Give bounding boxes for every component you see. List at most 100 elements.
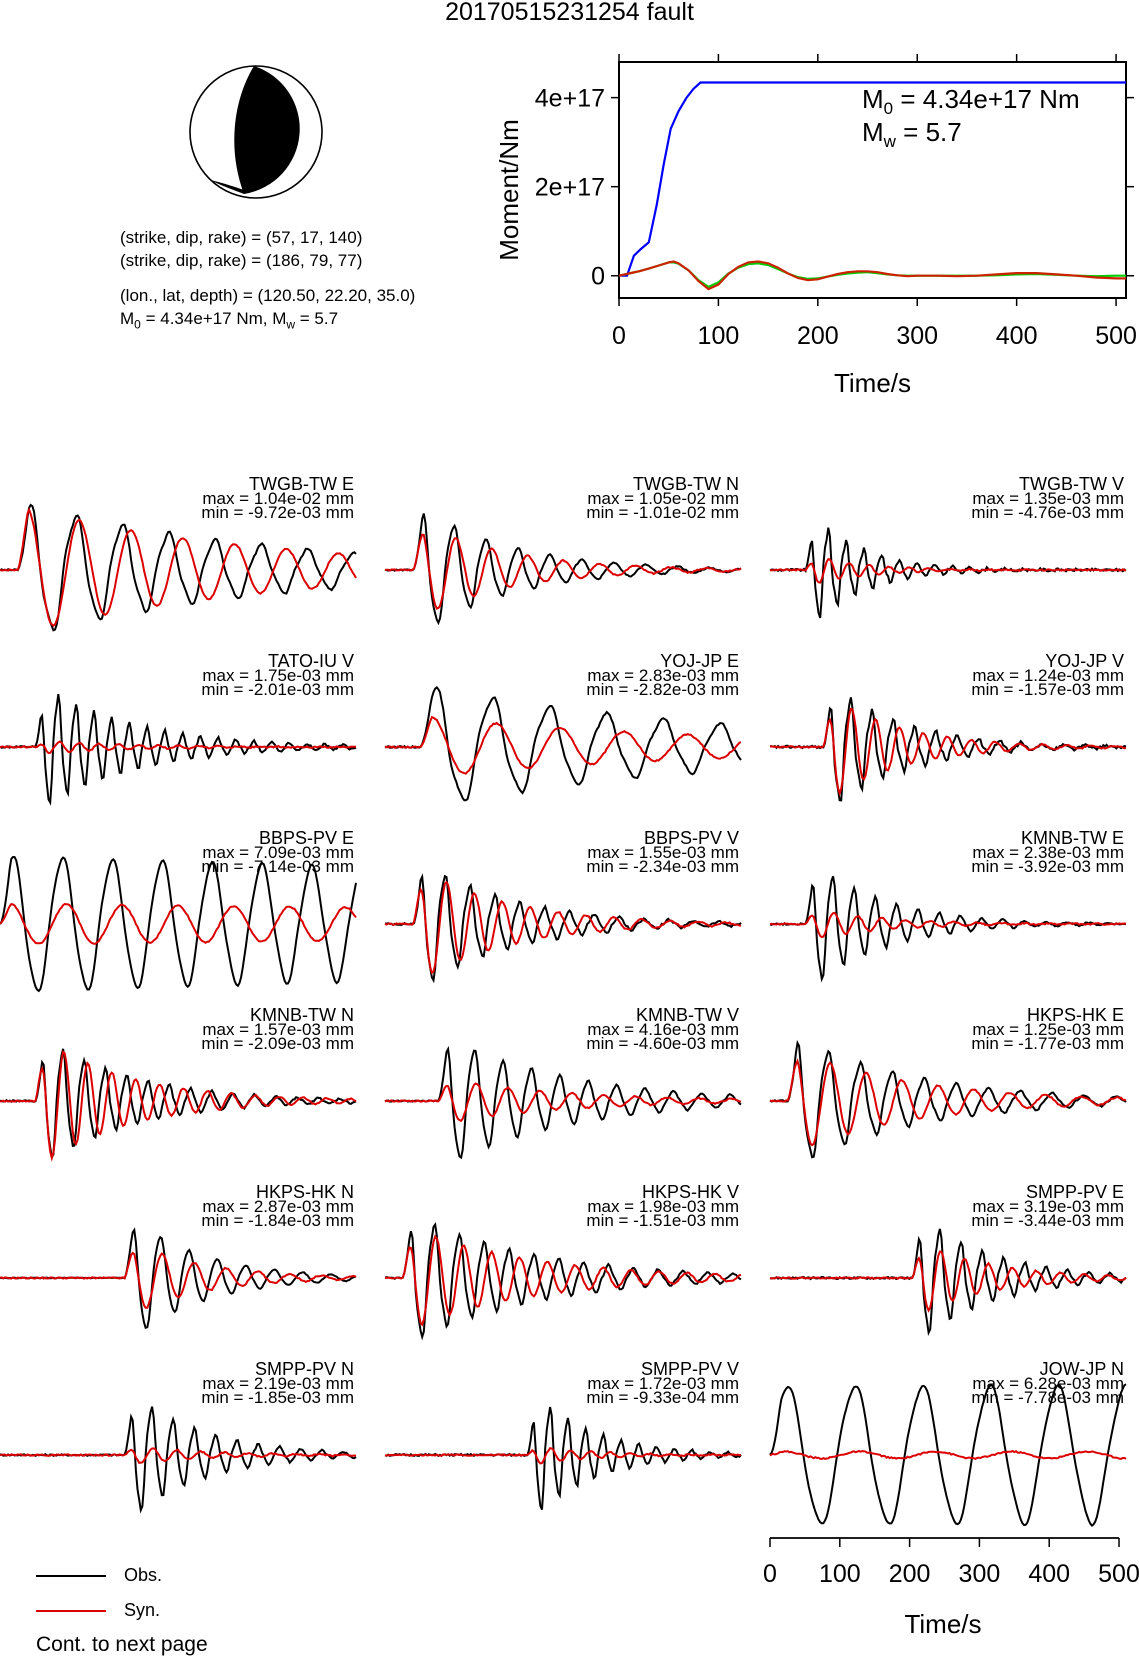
beachball-lower-arc <box>210 180 244 194</box>
mechanism-location: (lon., lat, depth) = (120.50, 22.20, 35.… <box>120 286 416 305</box>
trace-obs-line <box>0 855 357 993</box>
moment-x-tick-label: 0 <box>612 322 626 350</box>
trace-station-label: YOJ-JP E <box>660 651 739 671</box>
moment-series-0 <box>619 81 1126 277</box>
moment-plot-frame <box>618 61 1127 299</box>
trace-syn-line <box>385 1446 742 1465</box>
moment-x-tick-label: 200 <box>797 322 839 350</box>
trace-max-label: max = 1.35e-03 mm <box>972 489 1124 508</box>
trace-max-label: max = 1.55e-03 mm <box>587 843 739 862</box>
trace-syn-line <box>384 1082 742 1123</box>
wave-x-tick-label: 300 <box>959 1560 1001 1588</box>
trace-max-label: max = 1.57e-03 mm <box>202 1020 354 1039</box>
trace-syn-line <box>0 1447 357 1465</box>
trace-obs-line <box>384 685 742 802</box>
trace-station-label: KMNB-TW E <box>1021 828 1124 848</box>
wave-x-tick-label: 200 <box>889 1560 931 1588</box>
beachball-diagram <box>189 65 323 199</box>
trace-min-label: min = -4.76e-03 mm <box>971 503 1124 522</box>
trace-station-label: JOW-JP N <box>1040 1359 1124 1379</box>
trace-max-label: max = 1.98e-03 mm <box>587 1197 739 1216</box>
trace-station-label: BBPS-PV E <box>259 828 354 848</box>
trace-syn-line <box>769 1250 1127 1313</box>
trace-min-label: min = -7.78e-03 mm <box>971 1388 1124 1407</box>
trace-syn-line <box>0 1049 357 1162</box>
trace-station-label: BBPS-PV V <box>644 828 739 848</box>
trace-syn-line <box>0 740 357 755</box>
continuation-note: Cont. to next page <box>36 1633 208 1656</box>
trace-max-label: max = 1.24e-03 mm <box>972 666 1124 685</box>
wave-x-tick-label: 0 <box>763 1560 777 1588</box>
wave-x-tick-label: 400 <box>1028 1560 1070 1588</box>
trace-obs-line <box>0 1406 357 1514</box>
trace-station-label: TWGB-TW V <box>1019 474 1124 494</box>
moment-x-tick-label: 500 <box>1095 322 1137 350</box>
trace-station-label: TWGB-TW E <box>249 474 354 494</box>
trace-min-label: min = -9.33e-04 mm <box>586 1388 739 1407</box>
trace-min-label: min = -1.85e-03 mm <box>201 1388 354 1407</box>
trace-syn-line <box>769 911 1127 939</box>
trace-min-label: min = -1.84e-03 mm <box>201 1211 354 1230</box>
trace-obs-line <box>384 873 742 984</box>
trace-min-label: min = -3.44e-03 mm <box>971 1211 1124 1230</box>
trace-max-label: max = 1.04e-02 mm <box>202 489 354 508</box>
trace-station-label: YOJ-JP V <box>1045 651 1124 671</box>
legend-obs-label: Obs. <box>124 1565 163 1585</box>
moment-x-tick-label: 300 <box>896 322 938 350</box>
trace-max-label: max = 2.38e-03 mm <box>972 843 1124 862</box>
trace-obs-line <box>384 513 742 626</box>
trace-min-label: min = -1.51e-03 mm <box>586 1211 739 1230</box>
trace-min-label: min = -1.01e-02 mm <box>586 503 739 522</box>
trace-min-label: min = -2.01e-03 mm <box>201 680 354 699</box>
trace-syn-line <box>770 557 1126 584</box>
legend-syn-label: Syn. <box>124 1600 161 1620</box>
trace-max-label: max = 6.28e-03 mm <box>972 1374 1124 1393</box>
trace-max-label: max = 7.09e-03 mm <box>202 843 354 862</box>
trace-syn-line <box>769 707 1127 797</box>
wave-x-tick-label: 500 <box>1098 1560 1139 1588</box>
trace-min-label: min = -7.14e-03 mm <box>201 857 354 876</box>
trace-syn-line <box>769 1058 1127 1147</box>
page-title: 20170515231254 fault <box>445 0 694 26</box>
trace-syn-line <box>0 1251 357 1309</box>
trace-syn-line <box>384 715 742 775</box>
trace-station-label: HKPS-HK N <box>256 1182 354 1202</box>
trace-station-label: SMPP-PV E <box>1026 1182 1124 1202</box>
trace-max-label: max = 2.19e-03 mm <box>202 1374 354 1393</box>
trace-max-label: max = 2.83e-03 mm <box>587 666 739 685</box>
trace-station-label: TWGB-TW N <box>633 474 739 494</box>
trace-station-label: SMPP-PV V <box>641 1359 739 1379</box>
moment-y-tick-label: 0 <box>591 263 605 291</box>
mechanism-plane-1: (strike, dip, rake) = (57, 17, 140) <box>120 228 363 247</box>
trace-obs-line <box>0 1048 357 1160</box>
trace-max-label: max = 2.87e-03 mm <box>202 1197 354 1216</box>
trace-min-label: min = -1.57e-03 mm <box>971 680 1124 699</box>
trace-max-label: max = 4.16e-03 mm <box>587 1020 739 1039</box>
moment-y-tick-label: 4e+17 <box>535 85 605 113</box>
moment-chart: 0 100 200 300 400 500 0 2e+17 4e+17 Time/s Moment/… <box>494 54 1137 398</box>
trace-min-label: min = -3.92e-03 mm <box>971 857 1124 876</box>
trace-syn-line <box>769 1449 1127 1461</box>
trace-min-label: min = -1.77e-03 mm <box>971 1034 1124 1053</box>
trace-min-label: min = -2.82e-03 mm <box>586 680 739 699</box>
trace-min-label: min = -2.34e-03 mm <box>586 857 739 876</box>
moment-x-axis-label: Time/s <box>834 368 911 398</box>
wave-x-tick-label: 100 <box>819 1560 861 1588</box>
trace-station-label: SMPP-PV N <box>255 1359 354 1379</box>
